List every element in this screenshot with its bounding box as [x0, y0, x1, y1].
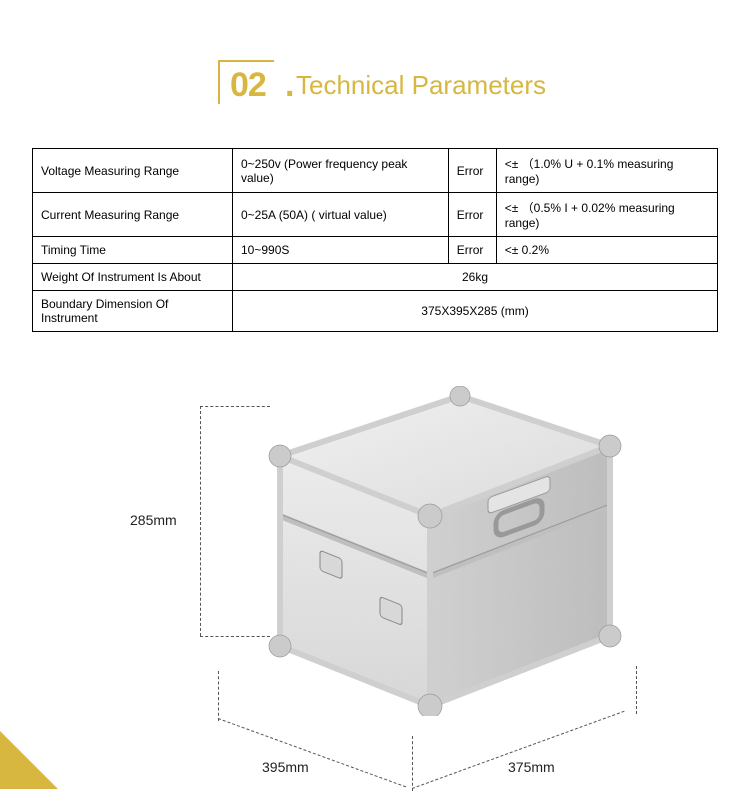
- dim-line-depth: [218, 718, 406, 787]
- parameters-table-wrap: Voltage Measuring Range 0~250v (Power fr…: [0, 110, 750, 332]
- header-number: 02: [230, 66, 266, 105]
- dim-label-width: 375mm: [508, 759, 555, 775]
- table-row: Timing Time 10~990S Error <± 0.2%: [33, 237, 718, 264]
- cell-err-value: <± （1.0% U + 0.1% measuring range): [496, 149, 717, 193]
- cell-err-label: Error: [448, 149, 496, 193]
- dim-line-height: [200, 406, 201, 636]
- dimension-diagram: 285mm 395mm 375mm: [90, 366, 660, 806]
- dim-ext-line: [200, 406, 270, 407]
- table-row: Current Measuring Range 0~25A (50A) ( vi…: [33, 193, 718, 237]
- dim-ext-line: [636, 666, 637, 714]
- cell-err-label: Error: [448, 237, 496, 264]
- header-title: Technical Parameters: [296, 70, 546, 101]
- parameters-table: Voltage Measuring Range 0~250v (Power fr…: [32, 148, 718, 332]
- cell-label: Voltage Measuring Range: [33, 149, 233, 193]
- header-dot: .: [285, 66, 294, 105]
- dim-line-width: [412, 711, 625, 789]
- table-row: Boundary Dimension Of Instrument 375X395…: [33, 291, 718, 332]
- cell-label: Boundary Dimension Of Instrument: [33, 291, 233, 332]
- cell-value: 0~25A (50A) ( virtual value): [233, 193, 449, 237]
- cell-value: 0~250v (Power frequency peak value): [233, 149, 449, 193]
- cell-err-value: <± 0.2%: [496, 237, 717, 264]
- cell-label: Current Measuring Range: [33, 193, 233, 237]
- dim-ext-line: [200, 636, 270, 637]
- instrument-case-icon: [260, 386, 630, 716]
- corner-accent-icon: [0, 731, 58, 789]
- table-row: Voltage Measuring Range 0~250v (Power fr…: [33, 149, 718, 193]
- table-row: Weight Of Instrument Is About 26kg: [33, 264, 718, 291]
- cell-err-label: Error: [448, 193, 496, 237]
- cell-label: Timing Time: [33, 237, 233, 264]
- cell-value: 375X395X285 (mm): [233, 291, 718, 332]
- cell-err-value: <± （0.5% I + 0.02% measuring range): [496, 193, 717, 237]
- cell-value: 10~990S: [233, 237, 449, 264]
- section-header: 02 . Technical Parameters: [0, 0, 750, 110]
- dim-label-height: 285mm: [130, 512, 177, 528]
- cell-label: Weight Of Instrument Is About: [33, 264, 233, 291]
- dim-ext-line: [412, 736, 413, 791]
- dim-label-depth: 395mm: [262, 759, 309, 775]
- cell-value: 26kg: [233, 264, 718, 291]
- dim-ext-line: [218, 671, 219, 721]
